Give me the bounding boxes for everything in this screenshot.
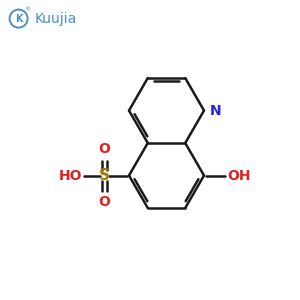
Text: OH: OH [227, 169, 250, 182]
Text: O: O [98, 142, 110, 156]
Text: Kuujia: Kuujia [34, 12, 76, 26]
Text: K: K [15, 14, 22, 24]
Text: N: N [209, 103, 221, 118]
Text: O: O [98, 195, 110, 209]
Text: HO: HO [59, 169, 82, 182]
Text: ®: ® [24, 8, 30, 13]
Text: S: S [99, 168, 110, 183]
